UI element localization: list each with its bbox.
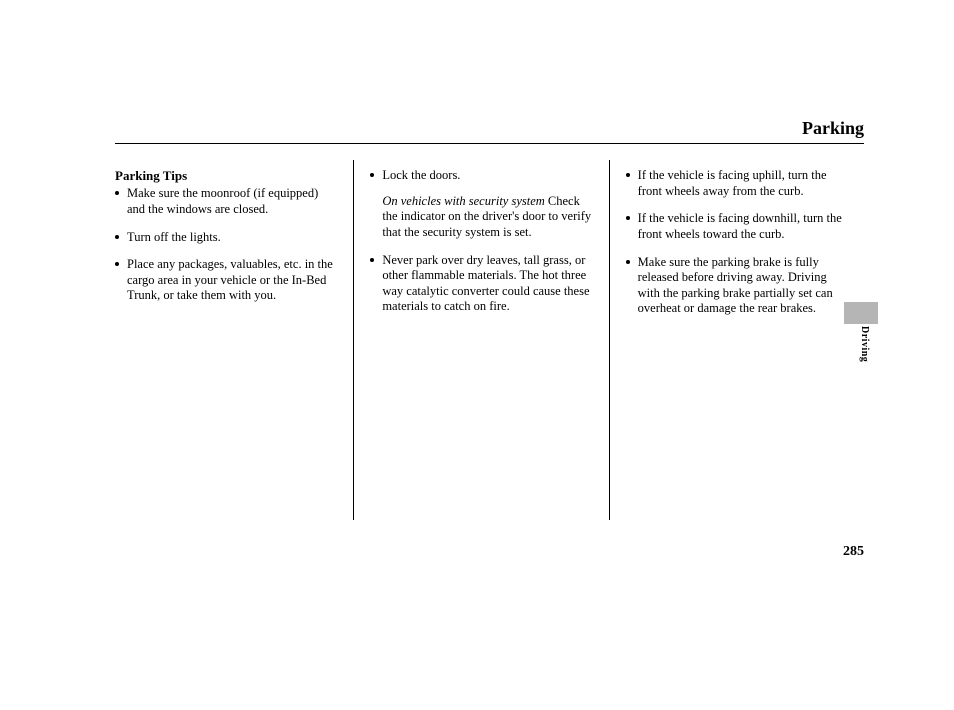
section-label: Driving — [859, 326, 870, 362]
list-item-text: Make sure the parking brake is fully rel… — [638, 255, 833, 316]
list-item: Place any packages, valuables, etc. in t… — [115, 257, 337, 304]
section-heading: Parking Tips — [115, 168, 337, 184]
page-title: Parking — [115, 118, 864, 144]
list-item: Turn off the lights. — [115, 230, 337, 246]
list-item-text: Never park over dry leaves, tall grass, … — [382, 253, 589, 314]
list-item: Make sure the parking brake is fully rel… — [626, 255, 848, 318]
list-item-sub-italic: On vehicles with security system — [382, 194, 544, 208]
content-columns: Parking Tips Make sure the moonroof (if … — [115, 160, 864, 520]
manual-page: Parking Parking Tips Make sure the moonr… — [0, 0, 954, 710]
tips-list-3: If the vehicle is facing uphill, turn th… — [626, 168, 848, 317]
list-item-sub: On vehicles with security system Check t… — [382, 194, 592, 241]
tips-list-1: Make sure the moonroof (if equipped) and… — [115, 186, 337, 304]
list-item-text: Place any packages, valuables, etc. in t… — [127, 257, 333, 302]
list-item: If the vehicle is facing downhill, turn … — [626, 211, 848, 242]
list-item: Never park over dry leaves, tall grass, … — [370, 253, 592, 316]
list-item-text: If the vehicle is facing uphill, turn th… — [638, 168, 827, 198]
list-item: Make sure the moonroof (if equipped) and… — [115, 186, 337, 217]
list-item-text: Make sure the moonroof (if equipped) and… — [127, 186, 318, 216]
list-item-text: If the vehicle is facing downhill, turn … — [638, 211, 842, 241]
column-3: If the vehicle is facing uphill, turn th… — [610, 160, 864, 520]
page-number: 285 — [843, 544, 864, 560]
section-tab — [844, 302, 878, 324]
list-item: Lock the doors. On vehicles with securit… — [370, 168, 592, 241]
list-item-text: Turn off the lights. — [127, 230, 221, 244]
column-1: Parking Tips Make sure the moonroof (if … — [115, 160, 354, 520]
tips-list-2: Lock the doors. On vehicles with securit… — [370, 168, 592, 315]
list-item-text: Lock the doors. — [382, 168, 460, 182]
list-item: If the vehicle is facing uphill, turn th… — [626, 168, 848, 199]
column-2: Lock the doors. On vehicles with securit… — [354, 160, 609, 520]
